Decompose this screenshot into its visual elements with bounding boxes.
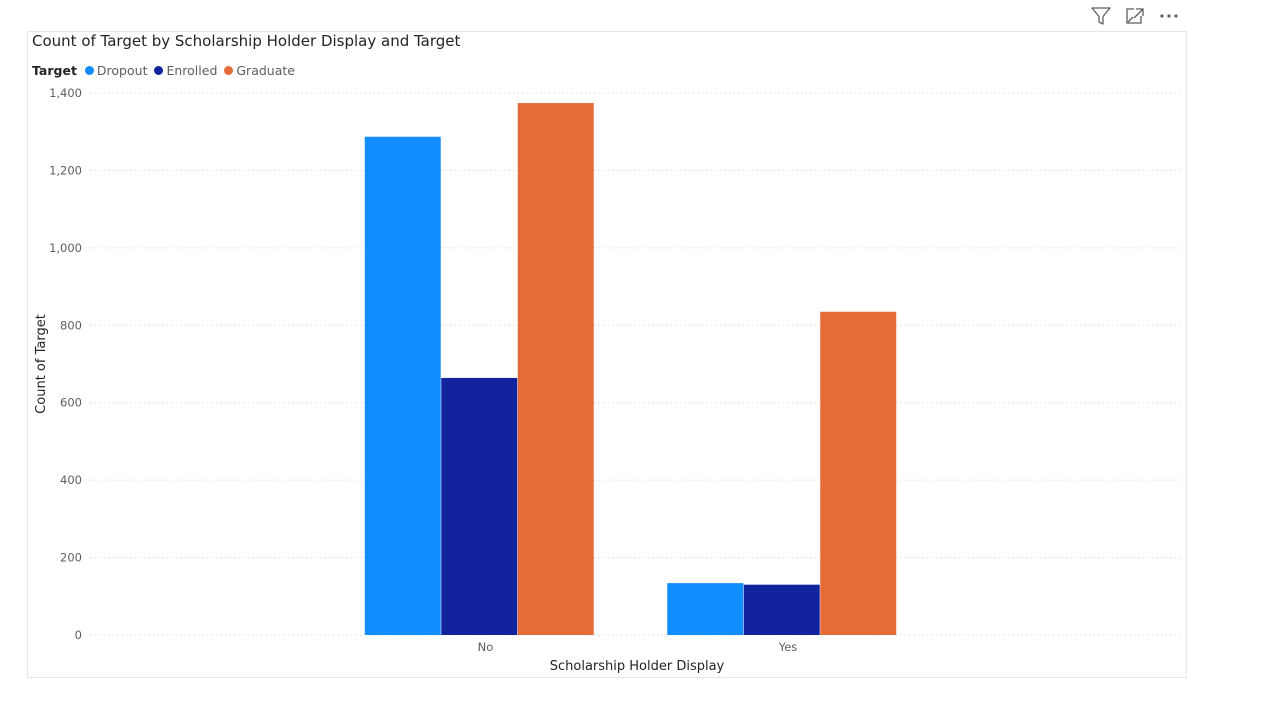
legend-dot-dropout xyxy=(84,66,94,75)
chart-title: Count of Target by Scholarship Holder Di… xyxy=(32,32,461,50)
chart-legend: Target Dropout Enrolled Graduate xyxy=(32,63,302,78)
legend-dot-graduate xyxy=(224,66,234,75)
y-tick-label: 0 xyxy=(75,628,82,642)
y-tick-label: 600 xyxy=(60,396,82,410)
bars-group xyxy=(364,103,897,636)
more-options-icon[interactable] xyxy=(1156,4,1182,28)
bar-enrolled-yes[interactable] xyxy=(743,584,820,635)
bar-enrolled-no[interactable] xyxy=(441,377,518,635)
gridlines xyxy=(90,92,1182,636)
legend-label-dropout: Dropout xyxy=(96,63,148,78)
y-tick-label: 400 xyxy=(60,473,82,487)
x-tick-label: No xyxy=(478,640,494,654)
legend-label-enrolled: Enrolled xyxy=(166,63,218,78)
chart-visual-container[interactable] xyxy=(27,31,1187,678)
legend-dot-enrolled xyxy=(154,66,164,75)
y-tick-label: 1,400 xyxy=(49,86,82,100)
visual-header-toolbar xyxy=(1088,4,1190,28)
legend-item-graduate[interactable]: Graduate xyxy=(224,63,295,78)
bar-graduate-no[interactable] xyxy=(517,103,594,635)
x-axis-title: Scholarship Holder Display xyxy=(550,659,725,674)
y-tick-label: 1,200 xyxy=(49,163,82,177)
legend-title: Target xyxy=(32,63,77,78)
legend-label-graduate: Graduate xyxy=(236,63,295,78)
legend-item-dropout[interactable]: Dropout xyxy=(84,63,148,78)
focus-mode-icon[interactable] xyxy=(1122,4,1148,28)
bar-graduate-yes[interactable] xyxy=(820,311,897,635)
bar-dropout-yes[interactable] xyxy=(667,583,744,635)
y-axis-title: Count of Target xyxy=(34,314,49,414)
y-axis-ticks: 0 200 400 600 800 1,000 1,200 1,400 xyxy=(49,86,82,642)
y-tick-label: 200 xyxy=(60,551,82,565)
y-tick-label: 800 xyxy=(60,318,82,332)
legend-item-enrolled[interactable]: Enrolled xyxy=(154,63,217,78)
x-tick-label: Yes xyxy=(778,640,798,654)
y-tick-label: 1,000 xyxy=(49,241,82,255)
bar-dropout-no[interactable] xyxy=(364,136,441,636)
x-axis-ticks: No Yes xyxy=(478,640,798,654)
filter-icon[interactable] xyxy=(1088,4,1114,28)
